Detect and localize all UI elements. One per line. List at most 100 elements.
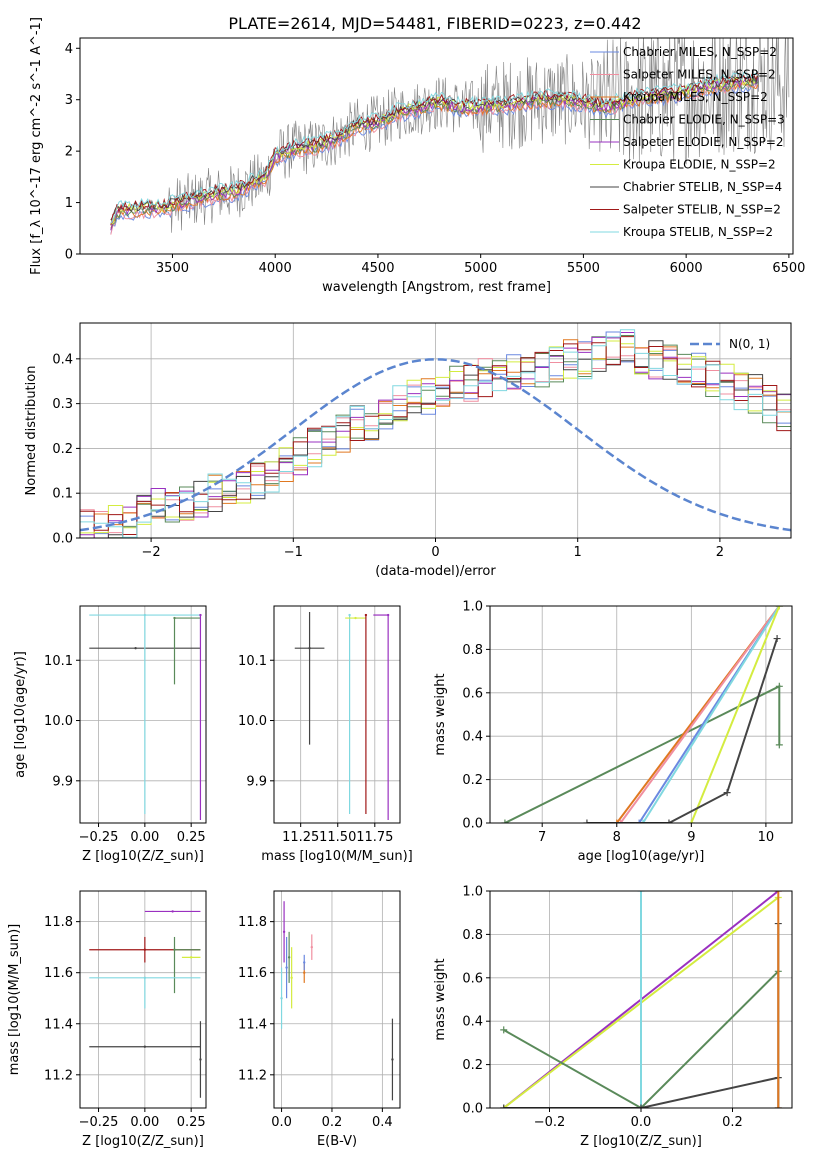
x-tick-label: 0.00 [130,1115,159,1130]
y-tick-label: 0 [65,248,73,263]
y-tick-label: 11.2 [44,1068,73,1083]
plus-marker [775,741,783,749]
y-tick-label: 0.4 [462,730,483,745]
plus-marker [687,819,695,823]
data-point [303,971,306,974]
y-tick-label: 0.2 [462,773,483,788]
plot-area [89,613,202,820]
model-spectrum-line [110,77,759,230]
y-axis-label: mass [log10(M/M_sun)] [7,924,22,1076]
plus-marker [637,891,645,895]
plus-marker [501,819,509,823]
x-tick-label: 10 [758,830,775,845]
y-tick-label: 2 [65,145,73,160]
x-axis-label: Z [log10(Z/Z_sun)] [82,849,204,864]
axes-frame [489,605,793,824]
panel-age_vs_mass: 11.25 11.50 11.75 9.9 10.0 10.1 mass [log10(M/… [238,605,413,864]
x-tick-label: 4500 [361,261,394,276]
y-tick-label: 0.8 [462,643,483,658]
plus-marker [613,819,621,823]
legend-label: Salpeter ELODIE, N_SSP=2 [623,135,784,149]
data-point [143,1045,147,1048]
x-tick-label: 0.25 [177,1115,206,1130]
x-axis-label: Z [log10(Z/Z_sun)] [82,1134,204,1149]
x-tick-label: 0 [431,545,439,560]
plus-marker [500,1026,508,1034]
y-tick-label: 0.6 [462,686,483,701]
x-tick-label: 0.0 [271,1115,292,1130]
x-axis-label: mass [log10(M/M_sun)] [261,849,413,864]
histogram-step-line [80,335,791,538]
data-point [189,956,193,959]
x-tick-label: 1 [574,545,582,560]
legend-label: Salpeter STELIB, N_SSP=2 [623,203,781,217]
data-point [391,1058,394,1061]
x-tick-label: 0.00 [130,830,159,845]
model-spectrum-line [110,73,759,226]
plus-marker [616,819,624,823]
x-axis-label: age [log10(age/yr)] [578,849,705,864]
y-axis-label: mass weight [433,673,448,755]
y-tick-label: 9.9 [52,774,73,789]
x-tick-label: 11.50 [319,830,356,845]
y-tick-label: 0.3 [52,397,73,412]
y-tick-label: 11.8 [238,915,267,930]
plus-marker [500,1104,508,1108]
data-point [171,910,174,913]
x-tick-label: 0.4 [372,1115,393,1130]
axes-frame [273,890,401,1109]
y-tick-label: 0.4 [462,1015,483,1030]
x-tick-label: 0.2 [322,1115,343,1130]
x-tick-label: −2 [142,545,161,560]
data-point [354,616,357,620]
plot-area [500,891,782,1108]
y-tick-label: 11.4 [238,1017,267,1032]
y-tick-label: 0.8 [462,928,483,943]
legend-label: Chabrier STELIB, N_SSP=4 [623,180,782,194]
x-tick-label: 2 [716,545,724,560]
x-axis-label: Z [log10(Z/Z_sun)] [580,1134,702,1149]
model-spectrum-line [110,71,759,224]
data-point [143,613,147,617]
y-tick-label: 1.0 [462,885,483,900]
x-tick-label: 7 [538,830,546,845]
series-line [619,606,781,823]
data-point [287,956,291,959]
data-point [282,930,286,934]
y-axis-label: age [log10(age/yr)] [13,651,28,778]
axes-frame [79,890,207,1109]
data-point [285,966,288,969]
panel-residuals: −2 −1 0 1 2 0.0 0.1 0.2 0.3 0.4 (data-model)/error… [24,322,792,579]
panel-massweight_vs_Z: −0.2 0.0 0.2 0.0 0.2 0.4 0.6 0.8 1.0 Z [log10(Z/Z… [433,885,793,1149]
x-tick-label: 4000 [259,261,292,276]
legend-label: Salpeter MILES, N_SSP=2 [623,68,776,82]
axes-frame [79,37,794,255]
data-point [386,613,390,617]
legend-label: Kroupa STELIB, N_SSP=2 [623,225,773,239]
plus-marker [774,891,782,895]
plus-marker [775,682,783,690]
legend-label: Chabrier ELODIE, N_SSP=3 [623,113,785,127]
panel-mass_vs_EBV: 0.0 0.2 0.4 11.2 11.4 11.6 11.8 E(B-V) [238,890,401,1149]
legend-label: Chabrier MILES, N_SSP=2 [623,45,777,59]
plot-area [501,606,783,823]
y-tick-label: 0.0 [52,532,73,547]
x-tick-label: −1 [284,545,303,560]
y-tick-label: 0.1 [52,487,73,502]
histogram-step-line [80,331,791,535]
plot-area [80,329,791,538]
x-tick-label: 0.0 [631,1115,652,1130]
y-axis-label: mass weight [433,958,448,1040]
x-tick-label: 5500 [567,261,600,276]
data-point [364,613,368,617]
plus-marker [583,819,591,823]
y-tick-label: 0.2 [52,442,73,457]
plus-marker [773,635,781,643]
series-line [690,606,781,823]
y-tick-label: 10.1 [238,654,267,669]
y-tick-label: 0.2 [462,1058,483,1073]
data-point [173,616,176,620]
histogram-step-line [80,329,791,538]
y-axis-label: Flux [f_λ 10^-17 erg cm^-2 s^-1 A^-1] [29,17,44,275]
data-point [199,613,202,617]
